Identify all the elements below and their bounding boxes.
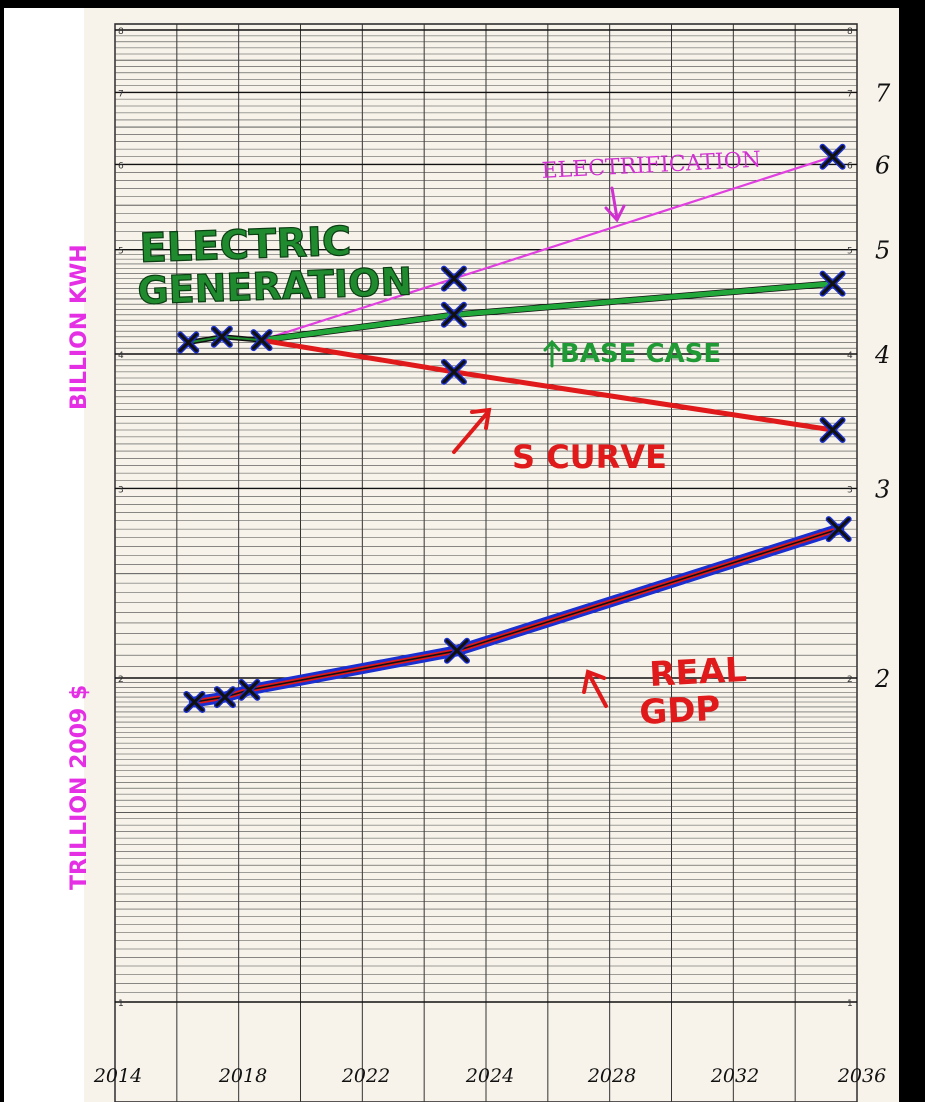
x-tick-label: 2022 [341,1065,390,1087]
data-point-marker [443,637,470,664]
x-tick-labels: 2014 2018 2022 2024 2028 2032 2036 [93,1065,886,1087]
data-point-marker [825,516,852,543]
data-point-marker [250,329,273,352]
data-point-marker [210,325,233,348]
scan-border-top [0,0,925,8]
annotation-electric: ELECTRIC [139,219,352,272]
cycle-label-left: 6 [118,161,124,171]
arrow-base-case [543,339,561,368]
cycle-label-right: 4 [847,351,853,361]
data-point-marker [213,686,236,709]
cycle-label-right: 7 [847,89,853,99]
x-tick-label: 2036 [837,1065,886,1087]
cycle-label-left: 7 [118,89,124,99]
cycle-label-left: 1 [118,999,124,1009]
y-tick-label-right: 2 [874,665,890,693]
data-point-marker [440,265,467,292]
cycle-label-right: 8 [847,27,853,37]
x-tick-label: 2018 [218,1065,267,1087]
cycle-label-left: 2 [118,675,124,685]
marker-layer [177,143,852,713]
data-point-marker [440,301,467,328]
arrow-s-curve [452,407,492,454]
y-axis-label-bottom: TRILLION 2009 $ [67,685,92,890]
annotation-base-case: BASE CASE [560,339,721,369]
annotation-s-curve: S CURVE [512,438,667,476]
data-point-marker [819,270,846,297]
annotation-real: REAL [648,650,747,695]
y-tick-label-right: 7 [875,79,891,107]
y-tick-label-right: 6 [875,151,890,179]
cycle-label-right: 3 [847,485,853,495]
y-tick-label-right: 4 [874,341,890,369]
y-tick-label-right: 3 [875,475,890,503]
scan-border-left [0,0,4,1102]
cycle-label-left: 3 [118,485,124,495]
data-point-marker [440,358,467,385]
x-tick-label: 2024 [465,1065,514,1087]
data-point-marker [183,690,206,713]
arrow-electrification [604,186,626,223]
cycle-label-right: 6 [847,161,853,171]
y-tick-label-right: 5 [875,237,890,265]
data-point-marker [238,678,261,701]
cycle-label-right: 1 [847,999,853,1009]
cycle-label-left: 5 [118,247,124,257]
cycle-label-right: 5 [847,247,853,257]
x-tick-label: 2032 [710,1065,759,1087]
data-point-marker [819,143,846,170]
y-axis-label-top: BILLION KWH [67,244,92,410]
scan-border-right [899,0,925,1102]
annotation-gdp: GDP [638,689,721,733]
cycle-label-left: 8 [118,27,124,37]
cycle-label-left: 4 [118,351,124,361]
annotation-generation: GENERATION [137,259,413,313]
x-tick-label: 2014 [93,1065,142,1087]
arrow-real-gdp [582,669,608,708]
x-tick-label: 2028 [587,1065,636,1087]
data-point-marker [819,416,846,443]
printed-cycle-labels: 8 8 7 7 6 6 5 5 4 4 3 3 2 2 1 1 [118,27,853,1009]
cycle-label-right: 2 [847,675,853,685]
data-point-marker [177,331,200,354]
y-tick-labels-right: 7 6 5 4 3 2 [874,79,891,693]
